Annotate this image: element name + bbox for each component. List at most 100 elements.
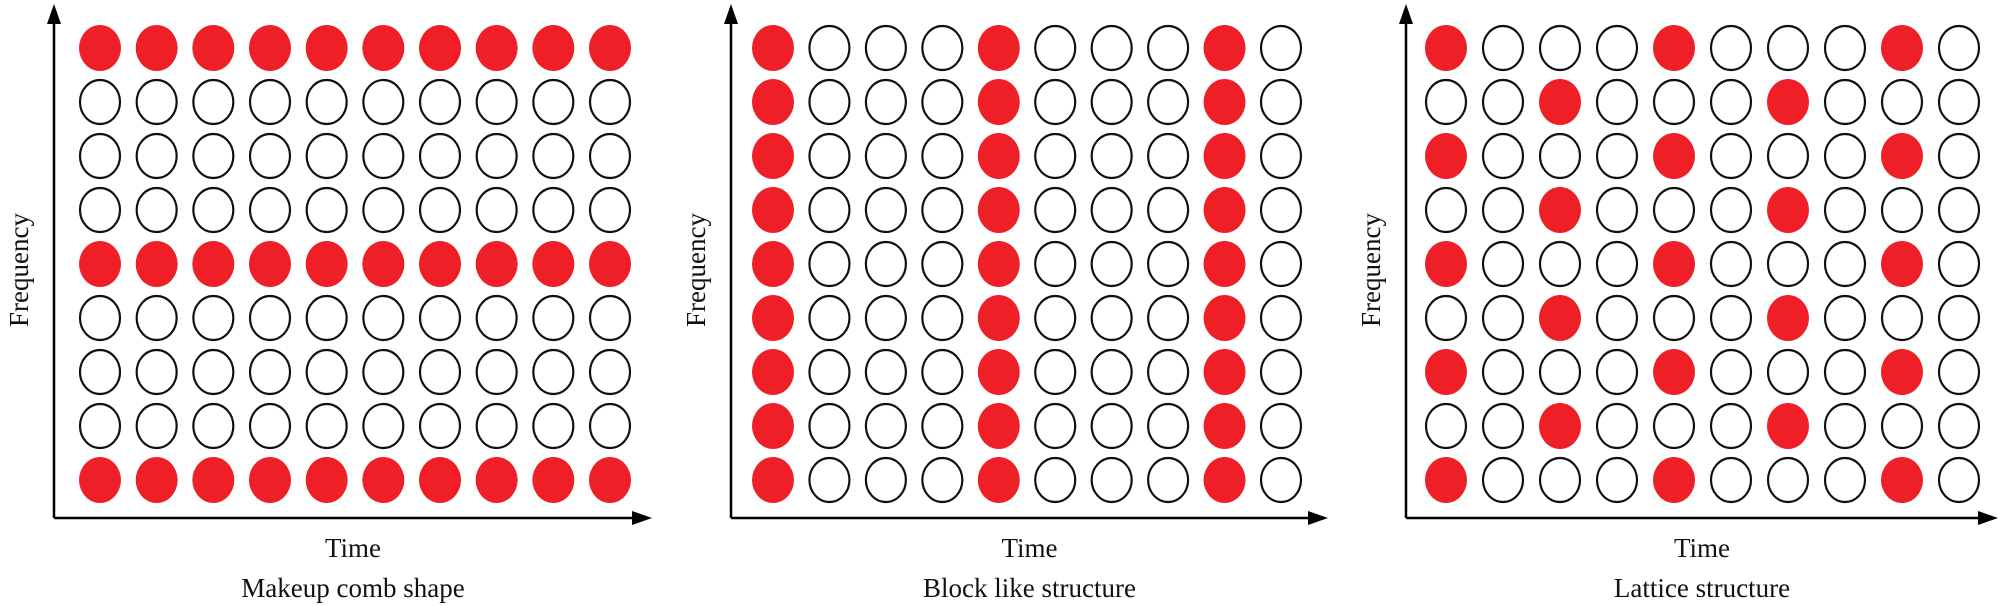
empty-cell	[1823, 456, 1867, 504]
empty-cell	[808, 456, 851, 504]
filled-cell	[192, 25, 235, 71]
empty-cell	[1259, 24, 1303, 72]
empty-cell	[1823, 186, 1867, 234]
empty-cell	[362, 402, 405, 450]
empty-cell	[1034, 78, 1077, 126]
empty-cell	[248, 78, 292, 126]
filled-cell	[362, 241, 405, 287]
empty-cell	[1259, 456, 1303, 504]
x-axis-label: Time	[325, 533, 381, 563]
empty-cell	[1595, 348, 1639, 396]
empty-cell	[362, 132, 405, 180]
empty-cell	[1709, 402, 1753, 450]
empty-cell	[1880, 78, 1924, 126]
empty-cell	[418, 348, 462, 396]
empty-cell	[135, 186, 178, 234]
empty-cell	[248, 186, 292, 234]
empty-cell	[1090, 294, 1133, 342]
empty-cell	[305, 348, 348, 396]
filled-cell	[135, 457, 178, 503]
empty-cell	[1595, 402, 1639, 450]
empty-cell	[1259, 240, 1303, 288]
empty-cell	[1937, 240, 1981, 288]
empty-cell	[1259, 402, 1303, 450]
x-axis-label: Time	[1674, 533, 1730, 563]
empty-cell	[532, 132, 575, 180]
empty-cell	[1595, 294, 1639, 342]
empty-cell	[1481, 78, 1525, 126]
empty-cell	[1937, 186, 1981, 234]
filled-cell	[1881, 349, 1923, 395]
empty-cell	[808, 240, 851, 288]
empty-cell	[864, 186, 907, 234]
filled-cell	[977, 79, 1020, 125]
filled-cell	[362, 25, 405, 71]
filled-cell	[532, 457, 575, 503]
empty-cell	[588, 78, 632, 126]
empty-cell	[418, 186, 462, 234]
filled-cell	[305, 457, 348, 503]
empty-cell	[1259, 294, 1303, 342]
filled-cell	[79, 241, 121, 287]
empty-cell	[248, 402, 292, 450]
filled-cell	[1653, 25, 1695, 71]
empty-cell	[78, 186, 122, 234]
filled-cell	[1203, 295, 1246, 341]
empty-cell	[1259, 132, 1303, 180]
empty-cell	[1259, 78, 1303, 126]
filled-cell	[419, 25, 461, 71]
empty-cell	[1034, 456, 1077, 504]
filled-cell	[589, 241, 631, 287]
empty-cell	[362, 186, 405, 234]
filled-cell	[305, 241, 348, 287]
empty-cell	[362, 348, 405, 396]
empty-cell	[1147, 402, 1190, 450]
filled-cell	[1767, 295, 1809, 341]
empty-cell	[1709, 78, 1753, 126]
empty-cell	[1823, 402, 1867, 450]
empty-cell	[588, 348, 632, 396]
empty-cell	[921, 240, 964, 288]
filled-cell	[1881, 457, 1923, 503]
empty-cell	[588, 186, 632, 234]
empty-cell	[78, 78, 122, 126]
empty-cell	[475, 132, 518, 180]
empty-cell	[1823, 294, 1867, 342]
empty-cell	[1766, 456, 1810, 504]
empty-cell	[1538, 456, 1582, 504]
empty-cell	[1937, 456, 1981, 504]
empty-cell	[864, 402, 907, 450]
filled-cell	[1425, 241, 1467, 287]
empty-cell	[1034, 402, 1077, 450]
empty-cell	[921, 348, 964, 396]
filled-cell	[752, 79, 794, 125]
empty-cell	[1090, 456, 1133, 504]
filled-cell	[977, 295, 1020, 341]
empty-cell	[588, 132, 632, 180]
filled-cell	[192, 457, 235, 503]
filled-cell	[1767, 79, 1809, 125]
empty-cell	[1652, 402, 1696, 450]
empty-cell	[864, 456, 907, 504]
filled-cell	[362, 457, 405, 503]
empty-cell	[1880, 294, 1924, 342]
empty-cell	[921, 186, 964, 234]
empty-cell	[362, 294, 405, 342]
y-axis-label: Frequency	[4, 213, 34, 327]
empty-cell	[1090, 402, 1133, 450]
empty-cell	[305, 186, 348, 234]
empty-cell	[135, 348, 178, 396]
empty-cell	[1766, 240, 1810, 288]
empty-cell	[864, 132, 907, 180]
empty-cell	[864, 294, 907, 342]
empty-cell	[248, 348, 292, 396]
empty-cell	[1880, 402, 1924, 450]
empty-cell	[192, 132, 235, 180]
filled-cell	[475, 241, 518, 287]
filled-cell	[977, 457, 1020, 503]
filled-cell	[475, 457, 518, 503]
panel-caption: Block like structure	[923, 573, 1136, 603]
empty-cell	[921, 294, 964, 342]
empty-cell	[78, 402, 122, 450]
